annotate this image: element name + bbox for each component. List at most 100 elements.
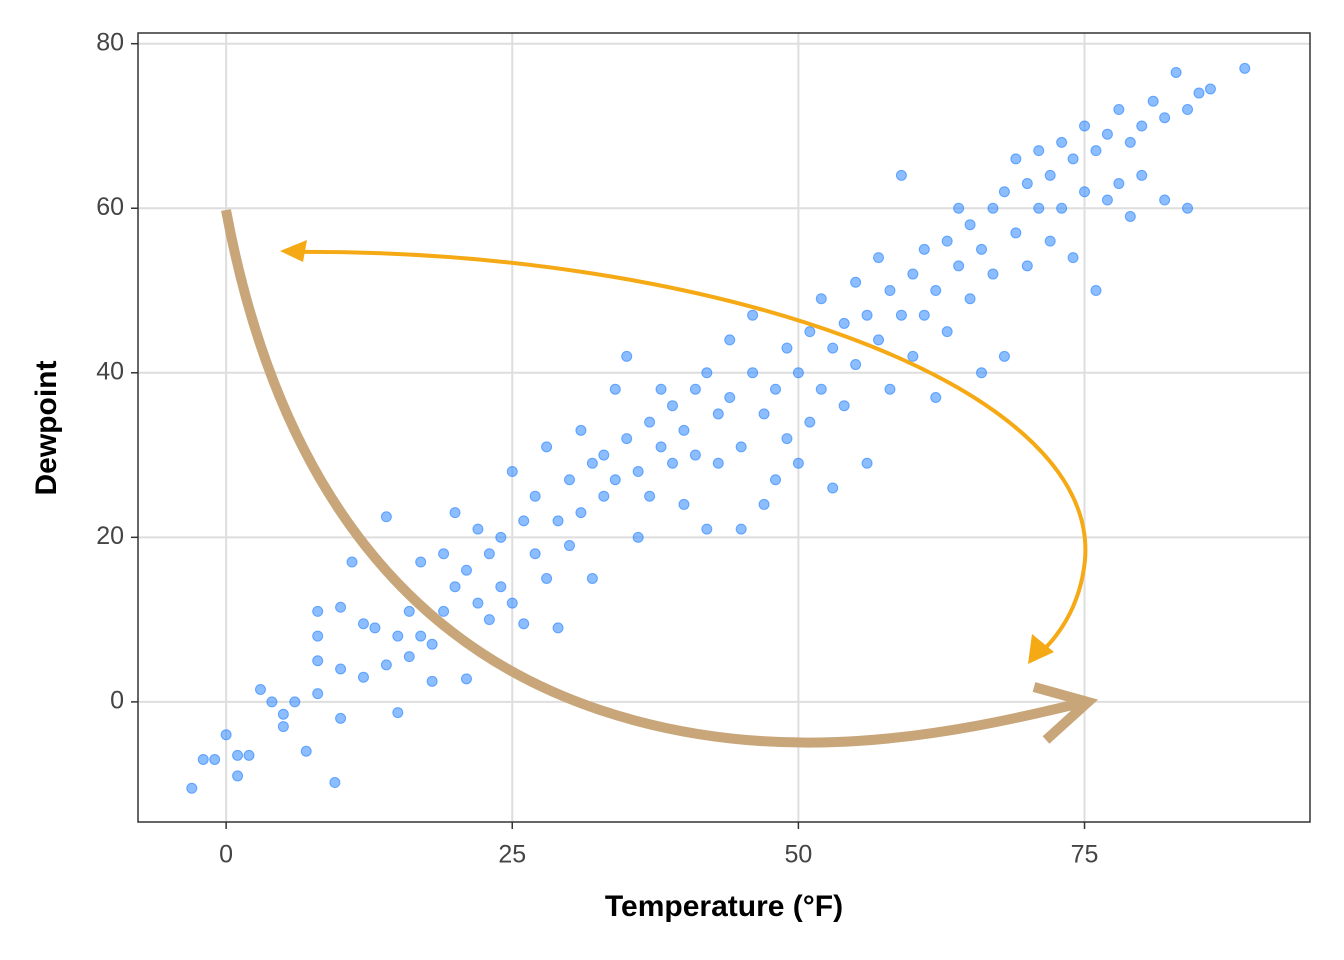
orange-arrowhead <box>280 240 307 262</box>
point <box>770 474 782 486</box>
point <box>1113 104 1125 116</box>
grid <box>138 33 1310 822</box>
x-tick-label: 50 <box>784 841 812 869</box>
point <box>403 651 415 663</box>
point <box>518 618 530 630</box>
point <box>529 490 541 502</box>
point <box>483 548 495 560</box>
point <box>472 523 484 535</box>
point <box>575 507 587 519</box>
point <box>209 753 221 765</box>
point <box>277 708 289 720</box>
point <box>563 540 575 552</box>
point <box>1182 104 1194 116</box>
point <box>907 268 919 280</box>
point <box>1147 95 1159 107</box>
point <box>392 630 404 642</box>
point <box>1079 186 1091 198</box>
point <box>953 202 965 214</box>
point <box>232 749 244 761</box>
point <box>1090 145 1102 157</box>
point <box>850 359 862 371</box>
y-tick-label: 40 <box>96 357 124 385</box>
point <box>1010 153 1022 165</box>
point <box>689 383 701 395</box>
point <box>1090 285 1102 297</box>
point <box>895 309 907 321</box>
point <box>335 601 347 613</box>
point <box>1182 202 1194 214</box>
point <box>644 490 656 502</box>
point <box>724 334 736 346</box>
point <box>770 383 782 395</box>
point <box>266 696 278 708</box>
panel-border <box>137 32 1311 823</box>
point <box>1204 83 1216 95</box>
point <box>678 498 690 510</box>
point <box>850 276 862 288</box>
point <box>666 400 678 412</box>
point <box>964 293 976 305</box>
point <box>609 474 621 486</box>
orange-arrow <box>291 249 1088 657</box>
point <box>1010 227 1022 239</box>
point <box>747 309 759 321</box>
point <box>403 605 415 617</box>
point <box>243 749 255 761</box>
point <box>964 219 976 231</box>
point <box>449 507 461 519</box>
point <box>518 515 530 527</box>
point <box>998 186 1010 198</box>
y-tick-label: 80 <box>96 28 124 56</box>
point <box>781 433 793 445</box>
point <box>495 531 507 543</box>
point <box>495 581 507 593</box>
point <box>827 342 839 354</box>
point <box>1239 62 1251 74</box>
point <box>186 782 198 794</box>
point <box>563 474 575 486</box>
point <box>701 367 713 379</box>
point <box>655 383 667 395</box>
point <box>758 408 770 420</box>
point <box>815 293 827 305</box>
panel <box>138 33 1310 822</box>
point <box>335 663 347 675</box>
point <box>289 696 301 708</box>
point <box>941 235 953 247</box>
point <box>1056 202 1068 214</box>
point <box>598 490 610 502</box>
point <box>976 243 988 255</box>
point <box>884 285 896 297</box>
point <box>575 424 587 436</box>
point <box>953 260 965 272</box>
point <box>792 367 804 379</box>
point <box>1136 169 1148 181</box>
point <box>438 548 450 560</box>
point <box>357 618 369 630</box>
point <box>312 688 324 700</box>
point <box>884 383 896 395</box>
point <box>1124 210 1136 222</box>
point <box>277 721 289 733</box>
point <box>529 548 541 560</box>
point <box>873 252 885 264</box>
x-tick-label: 25 <box>498 841 526 869</box>
point <box>804 326 816 338</box>
point <box>632 466 644 478</box>
point <box>804 416 816 428</box>
x-axis-title: Temperature (°F) <box>605 890 843 923</box>
point <box>586 457 598 469</box>
orange-arrowhead <box>1028 634 1054 664</box>
point <box>930 391 942 403</box>
point <box>232 770 244 782</box>
point <box>1124 136 1136 148</box>
points <box>186 62 1251 794</box>
point <box>632 531 644 543</box>
point <box>1021 260 1033 272</box>
point <box>712 457 724 469</box>
point <box>987 268 999 280</box>
point <box>483 614 495 626</box>
point <box>941 326 953 338</box>
point <box>438 605 450 617</box>
